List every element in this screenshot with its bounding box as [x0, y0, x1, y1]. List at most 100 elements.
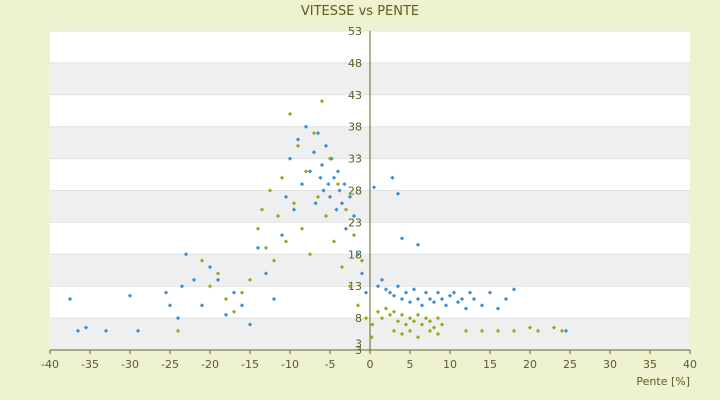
- data-point: [135, 328, 141, 333]
- data-point: [511, 287, 517, 292]
- x-tick-label: -20: [201, 358, 219, 371]
- data-point: [215, 277, 221, 282]
- data-point: [443, 303, 449, 308]
- x-tick-label: 5: [407, 358, 414, 371]
- data-point: [127, 293, 133, 298]
- data-point: [327, 156, 333, 161]
- data-point: [451, 290, 457, 295]
- data-point: [369, 335, 374, 340]
- data-point: [387, 312, 393, 318]
- data-point: [271, 296, 277, 302]
- data-point: [390, 175, 395, 180]
- data-point: [337, 188, 342, 193]
- data-points: [67, 99, 569, 340]
- data-point: [319, 162, 325, 168]
- data-point: [295, 143, 301, 148]
- data-point: [318, 175, 323, 180]
- data-point: [267, 188, 273, 193]
- data-point: [379, 277, 385, 282]
- x-tick-label: -35: [81, 358, 99, 371]
- data-point: [199, 258, 205, 263]
- data-point: [403, 290, 409, 295]
- data-point: [339, 201, 345, 206]
- data-point: [363, 315, 369, 321]
- data-point: [503, 296, 509, 302]
- data-point: [279, 175, 285, 180]
- data-point: [551, 325, 557, 330]
- data-point: [407, 315, 413, 321]
- data-point: [199, 303, 205, 308]
- data-point: [231, 309, 237, 314]
- y-tick-label: 33: [348, 153, 362, 166]
- data-point: [283, 239, 289, 244]
- data-point: [495, 328, 501, 333]
- x-tick-label: -5: [325, 358, 336, 371]
- data-point: [307, 252, 313, 257]
- y-tick-label: 13: [348, 280, 362, 293]
- data-point: [383, 287, 389, 292]
- y-tick-label: 48: [348, 57, 362, 70]
- data-point: [223, 312, 229, 318]
- data-point: [291, 201, 297, 206]
- data-point: [255, 226, 261, 231]
- data-point: [415, 242, 421, 247]
- x-tick-label: -10: [281, 358, 299, 371]
- data-point: [439, 296, 445, 302]
- data-point: [311, 130, 317, 136]
- data-point: [287, 156, 293, 161]
- data-point: [435, 315, 441, 321]
- data-point: [371, 185, 377, 190]
- data-point: [527, 325, 533, 330]
- data-point: [407, 300, 413, 305]
- data-point: [391, 293, 397, 298]
- x-tick-label: -30: [121, 358, 139, 371]
- data-point: [247, 277, 253, 282]
- data-point: [207, 264, 213, 270]
- data-point: [395, 191, 401, 196]
- data-point: [511, 328, 517, 333]
- data-point: [279, 233, 285, 238]
- data-point: [387, 290, 393, 295]
- data-point: [370, 322, 375, 327]
- data-point: [307, 169, 313, 174]
- y-tick-label: 43: [348, 89, 362, 102]
- data-point: [559, 328, 565, 333]
- data-point: [363, 290, 369, 295]
- data-point: [299, 181, 305, 187]
- data-point: [423, 315, 429, 321]
- data-point: [163, 290, 169, 295]
- data-point: [323, 143, 329, 148]
- data-point: [399, 236, 405, 241]
- data-point: [321, 188, 326, 193]
- data-point: [463, 328, 469, 333]
- data-point: [415, 296, 421, 302]
- data-point: [295, 137, 301, 142]
- data-point: [399, 296, 405, 302]
- data-point: [323, 213, 329, 219]
- x-tick-label: 20: [523, 358, 537, 371]
- data-point: [351, 213, 357, 219]
- data-point: [479, 303, 485, 308]
- data-point: [423, 290, 429, 295]
- x-axis-label: Pente [%]: [636, 375, 690, 388]
- data-point: [419, 303, 425, 308]
- data-point: [427, 328, 433, 333]
- data-point: [563, 328, 569, 333]
- data-point: [303, 169, 309, 174]
- x-tick-label: -40: [41, 358, 59, 371]
- data-point: [275, 213, 281, 219]
- data-point: [471, 296, 477, 302]
- data-point: [535, 328, 541, 333]
- data-point: [191, 277, 197, 282]
- data-point: [327, 194, 333, 200]
- x-tick-label: 15: [483, 358, 497, 371]
- data-point: [415, 335, 421, 340]
- data-point: [407, 328, 413, 333]
- data-point: [315, 194, 321, 200]
- x-tick-label: 0: [367, 358, 374, 371]
- chart-title: VITESSE vs PENTE: [301, 4, 419, 19]
- data-point: [342, 181, 347, 187]
- data-point: [415, 312, 421, 318]
- data-point: [439, 322, 445, 327]
